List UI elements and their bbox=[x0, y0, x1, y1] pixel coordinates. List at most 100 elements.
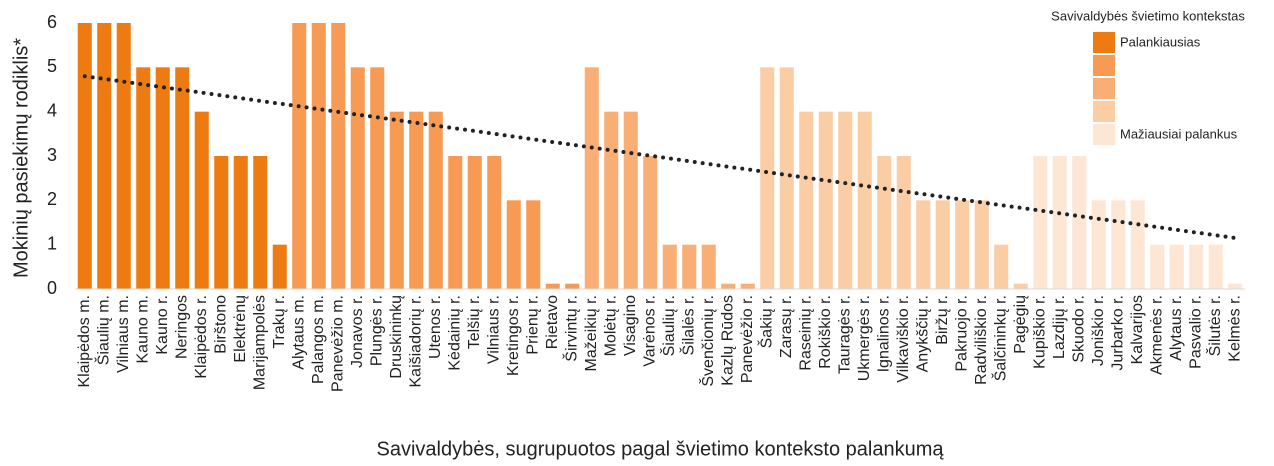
bar bbox=[175, 67, 190, 289]
bar bbox=[370, 67, 385, 289]
x-axis-title: Savivaldybės, sugrupuotos pagal švietimo… bbox=[377, 438, 945, 460]
bar bbox=[799, 111, 814, 290]
bar bbox=[1189, 244, 1204, 289]
trendline bbox=[82, 74, 1238, 241]
bar bbox=[1013, 283, 1028, 289]
bar bbox=[584, 67, 599, 289]
bar bbox=[116, 23, 131, 289]
bar bbox=[565, 283, 580, 289]
x-tick-label: Zarasų r. bbox=[778, 295, 795, 358]
x-tick-label: Šiaulių m. bbox=[93, 295, 112, 365]
x-tick-label: Trakų r. bbox=[271, 295, 288, 349]
x-tick-label: Plungės r. bbox=[368, 295, 385, 366]
bar bbox=[955, 200, 970, 289]
x-tick-label: Mažeikių r. bbox=[583, 295, 600, 371]
x-tick-label: Panevėžio m. bbox=[329, 295, 346, 392]
bar bbox=[916, 200, 931, 289]
y-tick-label: 2 bbox=[47, 189, 57, 209]
bar bbox=[487, 156, 502, 289]
x-tick-label: Utenos r. bbox=[427, 295, 444, 359]
x-tick-label: Lazdijų r. bbox=[1051, 295, 1068, 359]
x-tick-label: Tauragės r. bbox=[836, 295, 853, 374]
bar bbox=[136, 67, 151, 289]
bar bbox=[155, 67, 170, 289]
x-tick-label: Kėdainių r. bbox=[446, 295, 463, 371]
x-tick-label: Marijampolės bbox=[251, 295, 268, 390]
y-tick-label: 4 bbox=[47, 100, 57, 120]
bar bbox=[1033, 156, 1048, 289]
bar bbox=[97, 23, 112, 289]
legend-swatch bbox=[1093, 78, 1115, 99]
x-tick-label: Visagino bbox=[622, 295, 639, 356]
bar bbox=[350, 67, 365, 289]
y-tick-label: 3 bbox=[47, 145, 57, 165]
bar bbox=[506, 200, 521, 289]
bar bbox=[838, 111, 853, 290]
x-tick-label: Rietavo bbox=[544, 295, 561, 349]
legend-title: Savivaldybės švietimo kontekstas bbox=[1051, 8, 1245, 23]
bar bbox=[331, 23, 346, 289]
x-tick-label: Prienų r. bbox=[524, 295, 541, 355]
bar bbox=[1091, 200, 1106, 289]
bar bbox=[896, 156, 911, 289]
x-tick-label: Telšių r. bbox=[466, 295, 483, 349]
bar bbox=[389, 111, 404, 290]
x-tick-label: Alytaus r. bbox=[1168, 295, 1185, 361]
x-tick-label: Šilutės r. bbox=[1205, 295, 1224, 356]
x-tick-label: Pakruojo r. bbox=[953, 295, 970, 371]
x-tick-label: Kauno m. bbox=[134, 295, 151, 363]
x-tick-label: Birštono bbox=[212, 295, 229, 354]
bar bbox=[1130, 200, 1145, 289]
bar bbox=[1208, 244, 1223, 289]
x-tick-label: Pagėgių bbox=[1012, 295, 1029, 354]
x-tick-label: Kalvarijos bbox=[1129, 295, 1146, 364]
legend-label: Mažiausiai palankus bbox=[1120, 126, 1238, 141]
bar bbox=[623, 111, 638, 290]
bar bbox=[545, 283, 560, 289]
x-tick-label: Kelmės r. bbox=[1226, 295, 1243, 362]
bar bbox=[779, 67, 794, 289]
bar bbox=[994, 244, 1009, 289]
x-tick-label: Šalčininkų r. bbox=[990, 295, 1009, 381]
x-tick-label: Šiaulių r. bbox=[659, 295, 678, 356]
x-tick-label: Vilniaus r. bbox=[485, 295, 502, 364]
bar bbox=[526, 200, 541, 289]
x-tick-label: Vilkaviškio r. bbox=[895, 295, 912, 383]
y-tick-label: 0 bbox=[47, 278, 57, 298]
bar bbox=[1111, 200, 1126, 289]
x-tick-label: Varėnos r. bbox=[641, 295, 658, 367]
bar bbox=[721, 283, 736, 289]
bar bbox=[643, 156, 658, 289]
x-tick-label: Anykščių r. bbox=[914, 295, 931, 372]
bar bbox=[740, 283, 755, 289]
bar bbox=[194, 111, 209, 290]
x-tick-label: Ignalinos r. bbox=[875, 295, 892, 372]
x-tick-label: Švenčionių r. bbox=[698, 295, 717, 387]
x-tick-label: Biržų r. bbox=[934, 295, 951, 345]
x-tick-label: Kazlų Rūdos bbox=[719, 295, 736, 386]
legend-swatch bbox=[1093, 101, 1115, 122]
x-tick-label: Druskininkų bbox=[388, 295, 405, 379]
x-tick-label: Elektrėnų bbox=[232, 295, 249, 363]
x-tick-label: Jurbarko r. bbox=[1109, 295, 1126, 371]
bar bbox=[662, 244, 677, 289]
bar bbox=[1228, 283, 1243, 289]
bar bbox=[253, 156, 268, 289]
x-tick-label: Vilniaus m. bbox=[115, 295, 132, 373]
bar bbox=[292, 23, 307, 289]
bar bbox=[818, 111, 833, 290]
bar bbox=[428, 111, 443, 290]
bar bbox=[760, 67, 775, 289]
x-tick-label: Ukmergės r. bbox=[856, 295, 873, 381]
legend-swatch bbox=[1093, 124, 1115, 145]
y-axis-title: Mokinių pasiekimų rodiklis* bbox=[10, 38, 32, 278]
x-tick-label: Jonavos r. bbox=[349, 295, 366, 368]
x-tick-label: Klaipėdos r. bbox=[193, 295, 210, 379]
x-tick-label: Panevėžio r. bbox=[739, 295, 756, 383]
x-tick-label: Skuodo r. bbox=[1070, 295, 1087, 363]
x-tick-label: Širvintų r. bbox=[561, 295, 580, 362]
legend-swatch bbox=[1093, 55, 1115, 76]
x-tick-label: Klaipėdos m. bbox=[76, 295, 93, 388]
y-tick-label: 1 bbox=[47, 233, 57, 253]
